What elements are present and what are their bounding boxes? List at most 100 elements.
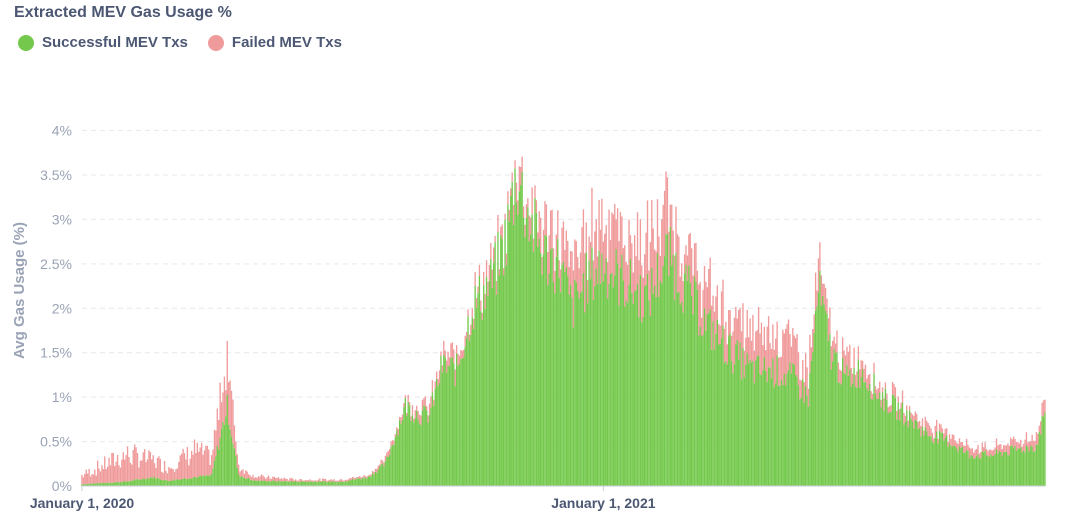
bar-successful — [148, 478, 150, 486]
bar-failed — [534, 185, 536, 198]
bar-successful — [279, 481, 281, 486]
bar-successful — [182, 478, 184, 486]
bar-failed — [551, 209, 553, 248]
bar-successful — [884, 388, 887, 486]
bar-failed — [652, 228, 654, 294]
bar-successful — [930, 435, 932, 486]
bar-successful — [710, 349, 713, 486]
bar-failed — [179, 455, 181, 481]
bar-successful — [917, 429, 919, 486]
bar-successful — [965, 449, 968, 486]
legend-item-failed[interactable]: Failed MEV Txs — [207, 34, 342, 51]
bar-failed — [478, 264, 481, 276]
bar-successful — [790, 373, 793, 486]
bar-successful — [94, 483, 96, 486]
bar-failed — [837, 362, 840, 383]
bar-failed — [554, 270, 556, 294]
bar-failed — [988, 449, 991, 457]
bar-successful — [568, 294, 570, 486]
bar-successful — [465, 338, 468, 486]
bar-successful — [840, 384, 842, 486]
bar-failed — [188, 465, 190, 479]
bar-successful — [397, 435, 399, 486]
bar-successful — [396, 430, 398, 486]
bar-successful — [750, 362, 753, 486]
bar-successful — [230, 436, 233, 486]
bar-failed — [759, 333, 761, 374]
bar-successful — [867, 391, 869, 486]
bar-successful — [955, 448, 958, 486]
bar-failed — [726, 344, 728, 365]
bar-failed — [906, 405, 908, 411]
bar-failed — [322, 478, 324, 482]
bar-failed — [1037, 433, 1039, 445]
bar-successful — [827, 340, 830, 486]
bar-failed — [584, 253, 586, 313]
bar-successful — [390, 446, 392, 486]
bar-failed — [116, 455, 119, 482]
bar-failed — [728, 310, 730, 337]
bar-successful — [926, 431, 928, 486]
bar-failed — [398, 416, 401, 421]
legend-label-failed: Failed MEV Txs — [231, 34, 342, 51]
bar-successful — [947, 446, 949, 486]
bar-failed — [330, 479, 332, 482]
bar-failed — [703, 265, 706, 309]
bar-failed — [230, 390, 233, 437]
bar-successful — [832, 361, 834, 486]
bar-successful — [542, 254, 545, 486]
bar-failed — [780, 356, 783, 380]
bar-successful — [198, 476, 200, 486]
bar-failed — [893, 383, 895, 395]
bar-successful — [316, 482, 318, 486]
bar-failed — [198, 451, 200, 477]
bar-failed — [974, 449, 976, 459]
bar-failed — [943, 433, 945, 441]
bar-successful — [709, 309, 711, 486]
bar-failed — [596, 256, 599, 285]
bar-successful — [813, 332, 815, 486]
bar-successful — [702, 334, 704, 486]
bar-successful — [844, 374, 847, 486]
bar-successful — [205, 475, 207, 486]
bar-successful — [683, 273, 686, 486]
bar-failed — [347, 479, 350, 482]
bar-failed — [323, 478, 325, 482]
bar-successful — [812, 352, 814, 486]
bar-successful — [259, 481, 261, 486]
bar-failed — [391, 440, 394, 446]
bar-failed — [742, 303, 744, 348]
bar-successful — [634, 291, 636, 486]
bar-failed — [740, 331, 743, 380]
bar-successful — [514, 168, 516, 486]
bar-successful — [656, 253, 659, 486]
bar-failed — [477, 286, 479, 294]
bar-successful — [391, 445, 394, 486]
bar-successful — [189, 478, 191, 486]
bar-failed — [632, 272, 634, 304]
bar-successful — [530, 234, 532, 486]
bar-successful — [532, 251, 535, 486]
bar-successful — [861, 369, 864, 486]
bar-failed — [424, 396, 426, 407]
bar-successful — [890, 412, 892, 486]
bar-failed — [334, 480, 337, 483]
bar-successful — [1004, 451, 1006, 486]
bar-successful — [401, 419, 404, 486]
bar-successful — [168, 480, 170, 486]
bar-failed — [1005, 445, 1008, 452]
bar-successful — [125, 481, 127, 486]
bar-successful — [829, 334, 831, 486]
bar-failed — [591, 187, 593, 248]
bar-successful — [799, 399, 801, 486]
bar-successful — [122, 481, 124, 486]
legend-item-successful[interactable]: Successful MEV Txs — [18, 34, 188, 51]
bar-failed — [245, 470, 247, 479]
bar-failed — [464, 335, 466, 347]
bar-failed — [535, 200, 538, 213]
bar-successful — [783, 373, 785, 486]
bar-successful — [682, 312, 684, 486]
bar-successful — [153, 476, 156, 486]
bar-failed — [359, 476, 361, 479]
bar-failed — [824, 287, 827, 311]
